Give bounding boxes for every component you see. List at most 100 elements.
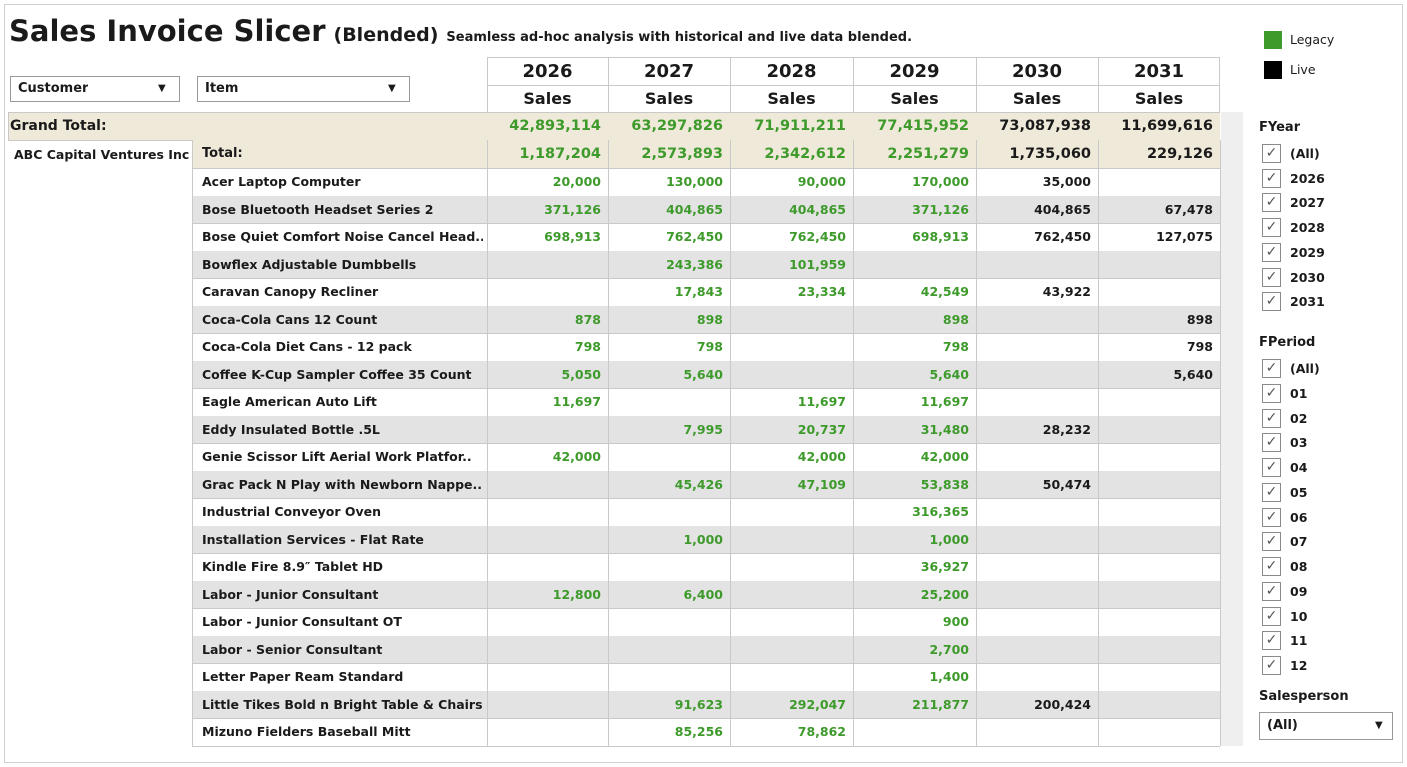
item-value: 898	[942, 311, 969, 327]
filter-checkbox[interactable]: ✓	[1262, 656, 1281, 675]
item-value: 20,737	[797, 421, 846, 437]
item-name: Bose Bluetooth Headset Series 2	[202, 201, 434, 217]
item-row-shade	[192, 690, 1220, 719]
item-value: 36,927	[920, 559, 969, 575]
filter-checkbox[interactable]: ✓	[1262, 193, 1281, 213]
filter-checkbox[interactable]: ✓	[1262, 482, 1281, 502]
item-value: 762,450	[789, 229, 846, 245]
item-value: 42,000	[920, 449, 969, 465]
item-value: 798	[942, 339, 969, 355]
filter-option: 04	[1290, 460, 1308, 475]
item-value: 900	[942, 614, 969, 630]
salesperson-value: (All)	[1267, 718, 1298, 733]
customer-selector[interactable]	[10, 76, 180, 102]
item-value: 35,000	[1042, 174, 1091, 189]
filter-option: 03	[1290, 435, 1308, 451]
legend-swatch	[1264, 31, 1282, 49]
filter-checkbox[interactable]: ✓	[1262, 557, 1281, 576]
legend-swatch	[1264, 61, 1282, 79]
column-divider	[1098, 140, 1099, 746]
item-value: 78,862	[797, 724, 846, 740]
item-value: 798	[1186, 339, 1213, 355]
filter-checkbox[interactable]: ✓	[1262, 433, 1281, 453]
item-value: 11,697	[920, 394, 969, 410]
filter-checkbox[interactable]: ✓	[1262, 532, 1281, 552]
grand-total-value: 42,893,114	[509, 118, 601, 134]
filter-option: 09	[1290, 583, 1308, 599]
filter-checkbox[interactable]: ✓	[1262, 606, 1281, 626]
item-name: Industrial Conveyor Oven	[202, 504, 382, 520]
customer-total-value: 229,126	[1146, 146, 1213, 162]
item-name: Eagle American Auto Lift	[202, 394, 377, 410]
filter-checkbox[interactable]: ✓	[1262, 242, 1281, 262]
item-value: 47,109	[797, 476, 846, 492]
filter-title: FYear	[1259, 120, 1301, 135]
item-row-shade	[192, 635, 1220, 664]
filter-checkbox[interactable]: ✓	[1262, 383, 1281, 403]
item-value: 6,400	[683, 586, 723, 602]
item-value: 23,334	[797, 284, 846, 300]
filter-option: 11	[1290, 633, 1308, 649]
legend-label: Legacy	[1290, 32, 1335, 47]
item-value: 404,865	[789, 201, 846, 217]
filter-title: FPeriod	[1259, 335, 1316, 350]
measure-header: Sales	[767, 89, 816, 108]
item-value: 53,838	[920, 476, 969, 492]
filter-option: 2029	[1290, 244, 1325, 260]
column-divider	[730, 140, 731, 746]
row-divider	[192, 608, 1220, 610]
filter-checkbox[interactable]: ✓	[1262, 359, 1281, 378]
filter-checkbox[interactable]: ✓	[1262, 581, 1281, 601]
item-name: Genie Scissor Lift Aerial Work Platfor..	[202, 449, 472, 465]
item-selector-arrow: ▼	[388, 83, 396, 94]
year-header: 2028	[766, 61, 817, 82]
title: Sales Invoice Slicer	[9, 14, 326, 48]
filter-checkbox[interactable]: ✓	[1262, 168, 1281, 188]
customer-total-value: 2,251,279	[887, 146, 969, 162]
filter-checkbox[interactable]: ✓	[1262, 507, 1281, 527]
item-value: 42,000	[797, 449, 846, 465]
filter-checkbox[interactable]: ✓	[1262, 458, 1281, 477]
item-value: 43,922	[1042, 284, 1091, 300]
item-value: 7,995	[683, 421, 723, 437]
filter-checkbox[interactable]: ✓	[1262, 267, 1281, 287]
item-value: 17,843	[674, 284, 723, 300]
row-divider	[192, 333, 1220, 335]
filter-option: 10	[1290, 608, 1308, 624]
item-row-shade	[192, 250, 1220, 279]
measure-header: Sales	[523, 89, 572, 108]
legend-label: Live	[1290, 62, 1316, 77]
item-name: Kindle Fire 8.9″ Tablet HD	[202, 559, 384, 575]
item-name: Grac Pack N Play with Newborn Nappe..	[202, 476, 483, 492]
customer-total-value: 1,735,060	[1009, 146, 1091, 162]
item-value: 243,386	[666, 256, 723, 272]
item-value: 12,800	[552, 586, 601, 602]
grand-total-value: 71,911,211	[754, 118, 846, 134]
item-value: 211,877	[912, 696, 969, 712]
year-header: 2029	[889, 61, 940, 82]
year-header: 2026	[522, 61, 573, 82]
column-divider	[1220, 140, 1221, 746]
item-row-shade	[192, 580, 1220, 609]
item-value: 28,232	[1042, 421, 1091, 437]
item-value: 200,424	[1034, 696, 1091, 712]
filter-option: 08	[1290, 559, 1308, 574]
filter-checkbox[interactable]: ✓	[1262, 218, 1281, 238]
filter-checkbox[interactable]: ✓	[1262, 631, 1281, 651]
measure-header: Sales	[1134, 89, 1184, 108]
filter-checkbox[interactable]: ✓	[1262, 144, 1281, 163]
measure-header: Sales	[644, 89, 694, 108]
item-value: 50,474	[1042, 476, 1091, 492]
filter-checkbox[interactable]: ✓	[1262, 408, 1281, 428]
item-name: Labor - Junior Consultant	[202, 586, 379, 602]
table-left-edge	[8, 112, 9, 140]
filter-option: 2026	[1290, 170, 1325, 186]
item-selector[interactable]	[197, 76, 410, 102]
item-name: Bose Quiet Comfort Noise Cancel Head..	[202, 229, 483, 245]
measure-header: Sales	[890, 89, 939, 108]
salesperson-dropdown[interactable]	[1259, 712, 1393, 740]
customer-total-value: 1,187,204	[519, 146, 601, 162]
filter-option: (All)	[1290, 361, 1320, 376]
filter-checkbox[interactable]: ✓	[1262, 292, 1281, 312]
item-name: Acer Laptop Computer	[202, 174, 361, 189]
